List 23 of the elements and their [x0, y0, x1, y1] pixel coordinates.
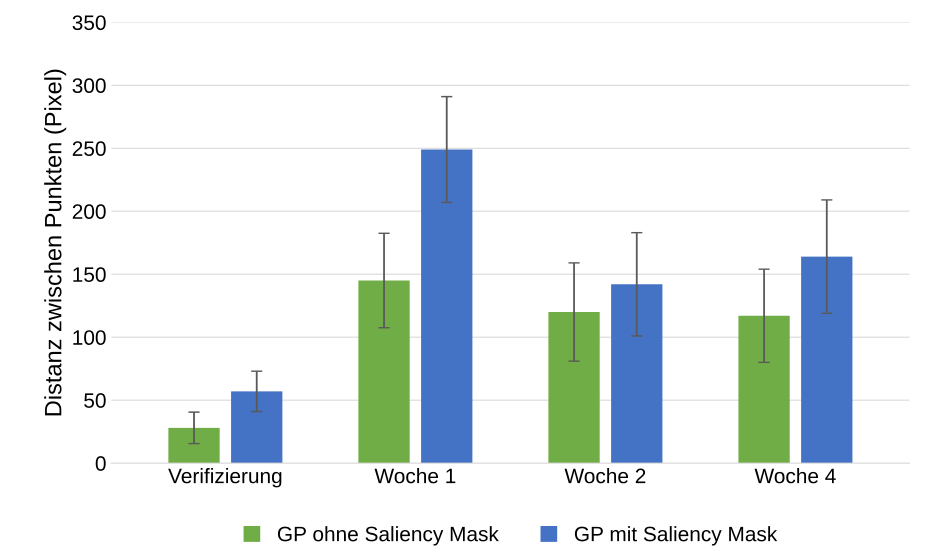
bar — [231, 391, 282, 464]
bar — [611, 284, 662, 464]
y-tick-label: 300 — [72, 78, 106, 94]
legend-label: GP mit Saliency Mask — [574, 526, 778, 546]
y-tick-label: 0 — [96, 456, 106, 471]
bar — [358, 280, 410, 464]
bar — [738, 316, 790, 464]
x-tick-label: Verifizierung — [168, 468, 282, 488]
bar — [168, 428, 220, 464]
y-tick-label: 250 — [72, 141, 106, 156]
bar — [421, 150, 472, 464]
y-tick-label: 50 — [84, 393, 106, 408]
y-tick-label: 150 — [73, 267, 106, 282]
y-axis-title: Distanz zwischen Punkten (Pixel) — [44, 70, 66, 416]
legend-label: GP ohne Saliency Mask — [278, 526, 499, 546]
y-tick-label: 200 — [72, 204, 106, 219]
x-tick-label: Woche 1 — [374, 468, 456, 484]
bar — [801, 256, 852, 464]
y-tick-label: 350 — [72, 15, 106, 30]
y-tick-label: 100 — [73, 330, 106, 345]
bar — [548, 312, 600, 464]
x-tick-label: Woche 2 — [564, 468, 646, 484]
x-tick-label: Woche 4 — [754, 468, 836, 484]
